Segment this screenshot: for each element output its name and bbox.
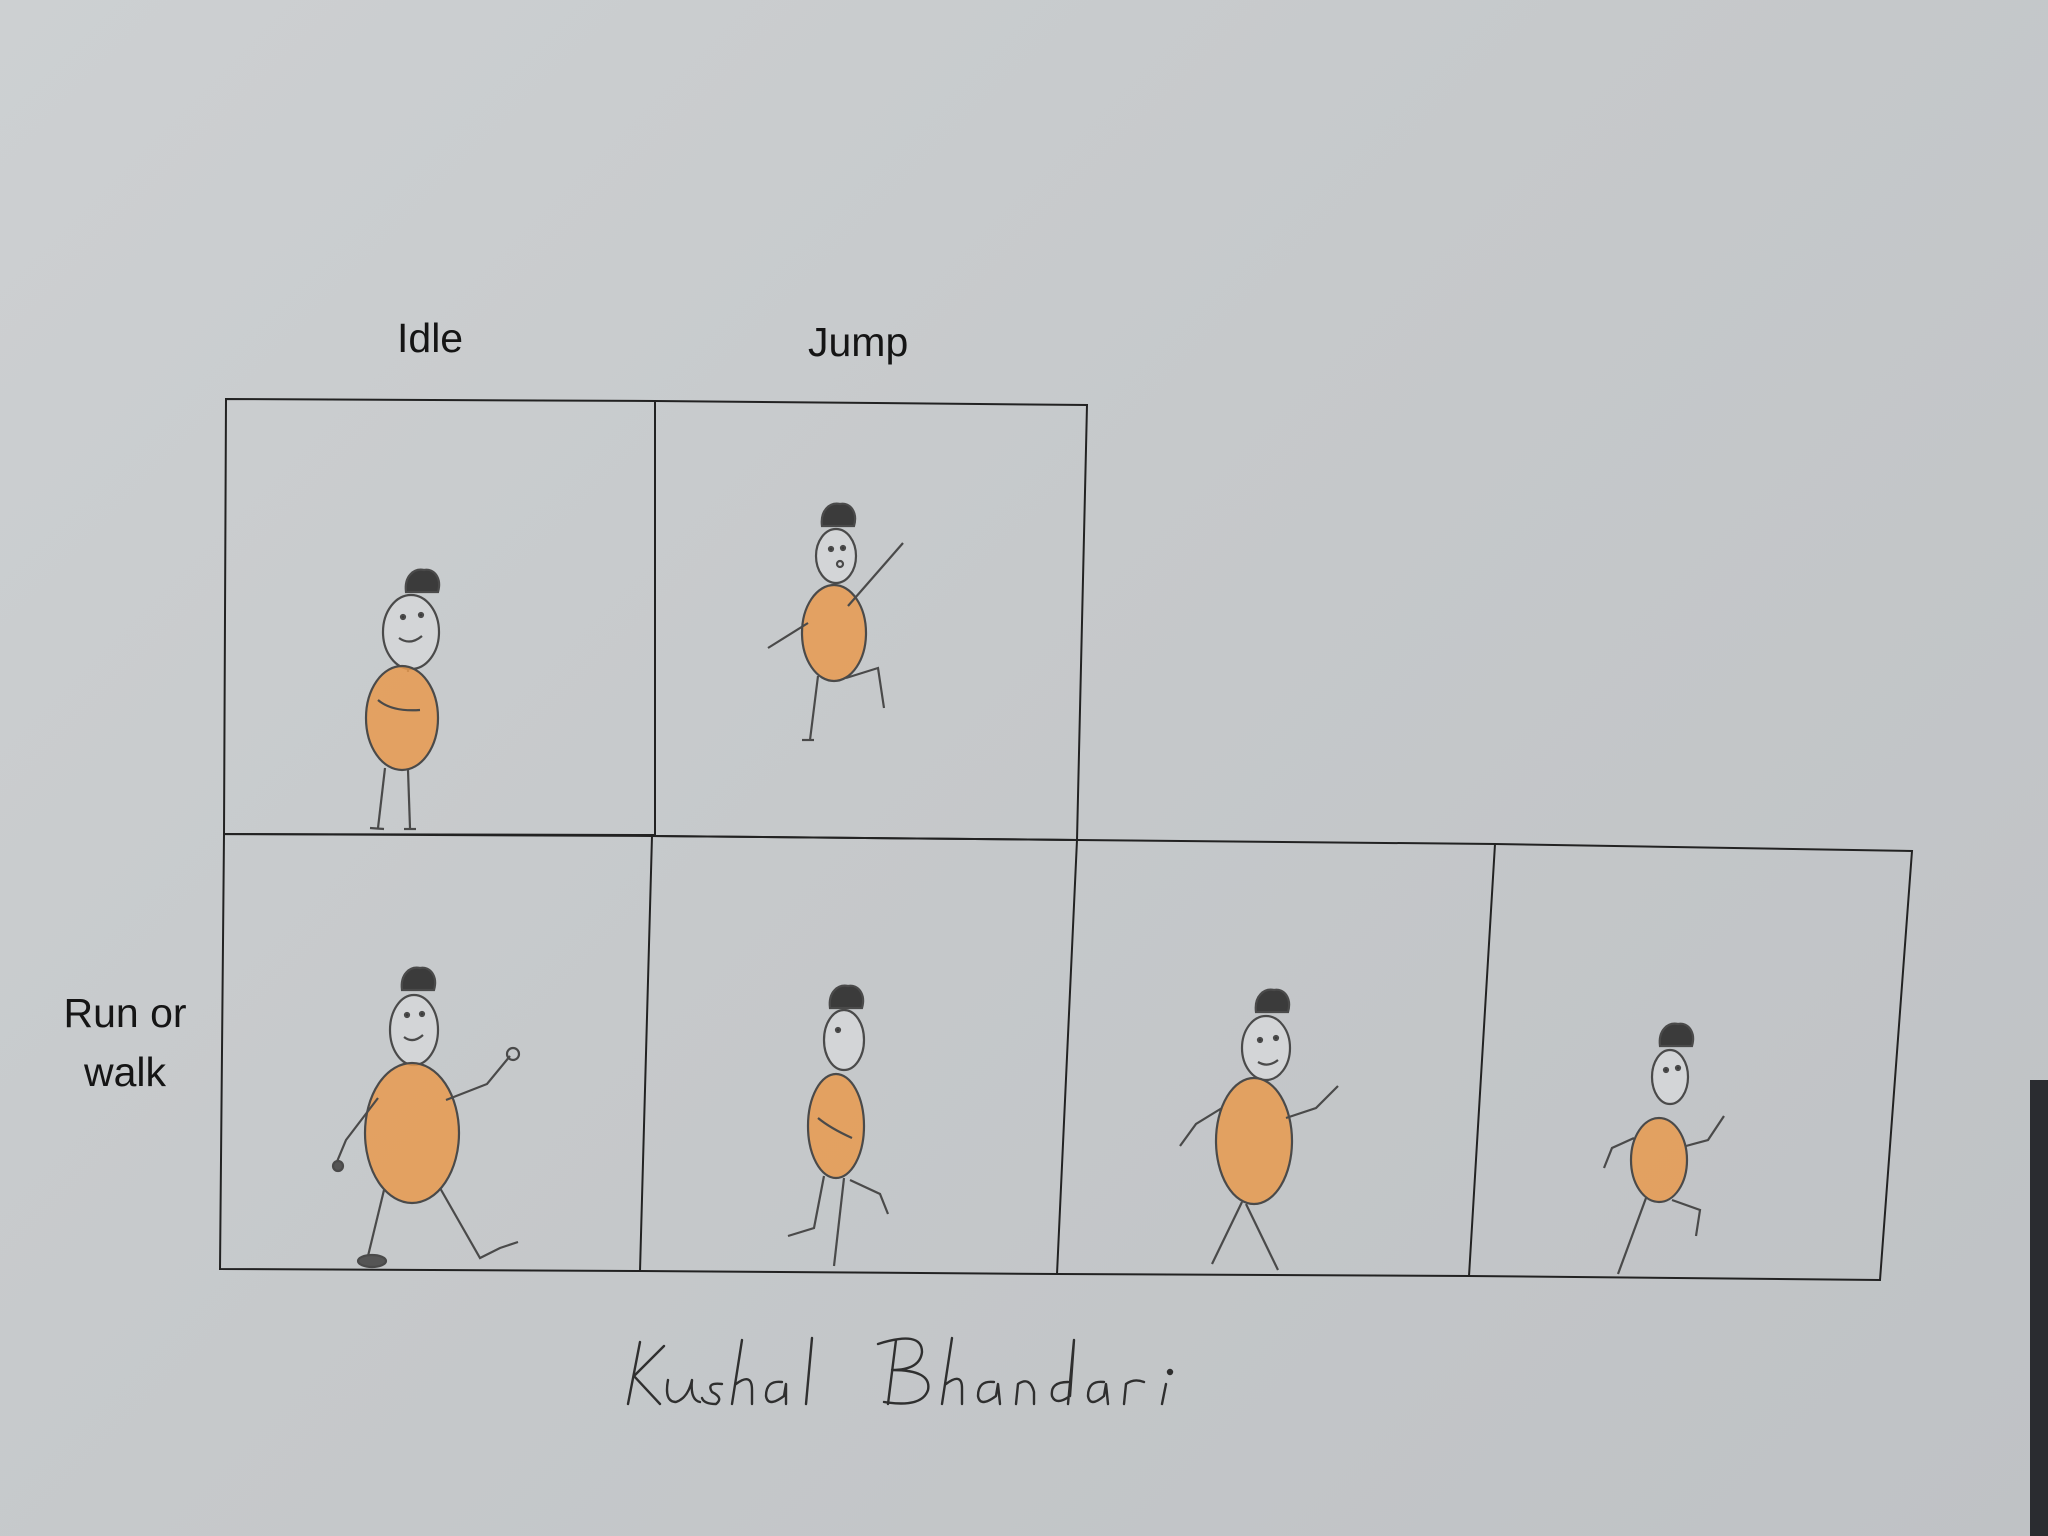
- run3-body: [1214, 1076, 1294, 1206]
- cell-run-frame-4: [1468, 843, 1914, 1282]
- jump-head: [814, 527, 858, 585]
- run4-head: [1650, 1048, 1690, 1106]
- run-or-walk-line-2: walk: [83, 1049, 167, 1096]
- run-or-walk-label: Run or walk: [60, 984, 190, 1103]
- cell-idle-frame: [222, 397, 656, 837]
- jump-label: Jump: [808, 319, 909, 365]
- run1-body: [363, 1061, 461, 1205]
- run-character-1: [331, 966, 521, 1269]
- run-character-2: [787, 984, 890, 1267]
- run-character-4: [1602, 1022, 1725, 1275]
- cell-run-frame-3: [1056, 839, 1497, 1278]
- run4-body: [1629, 1116, 1689, 1204]
- idle-label: Idle: [397, 315, 464, 361]
- idle-character: [364, 568, 441, 831]
- run-character-3: [1179, 988, 1339, 1271]
- cell-run-frame-2: [639, 835, 1079, 1276]
- idle-body: [364, 664, 440, 772]
- jump-body: [800, 583, 868, 683]
- jump-character: [767, 502, 904, 742]
- run2-head: [822, 1008, 866, 1072]
- run2-body: [806, 1072, 866, 1180]
- paper-edge-shadow: [2030, 1080, 2048, 1536]
- run-or-walk-line-1: Run or: [63, 990, 187, 1036]
- bottom-row-grid: [218, 832, 1914, 1282]
